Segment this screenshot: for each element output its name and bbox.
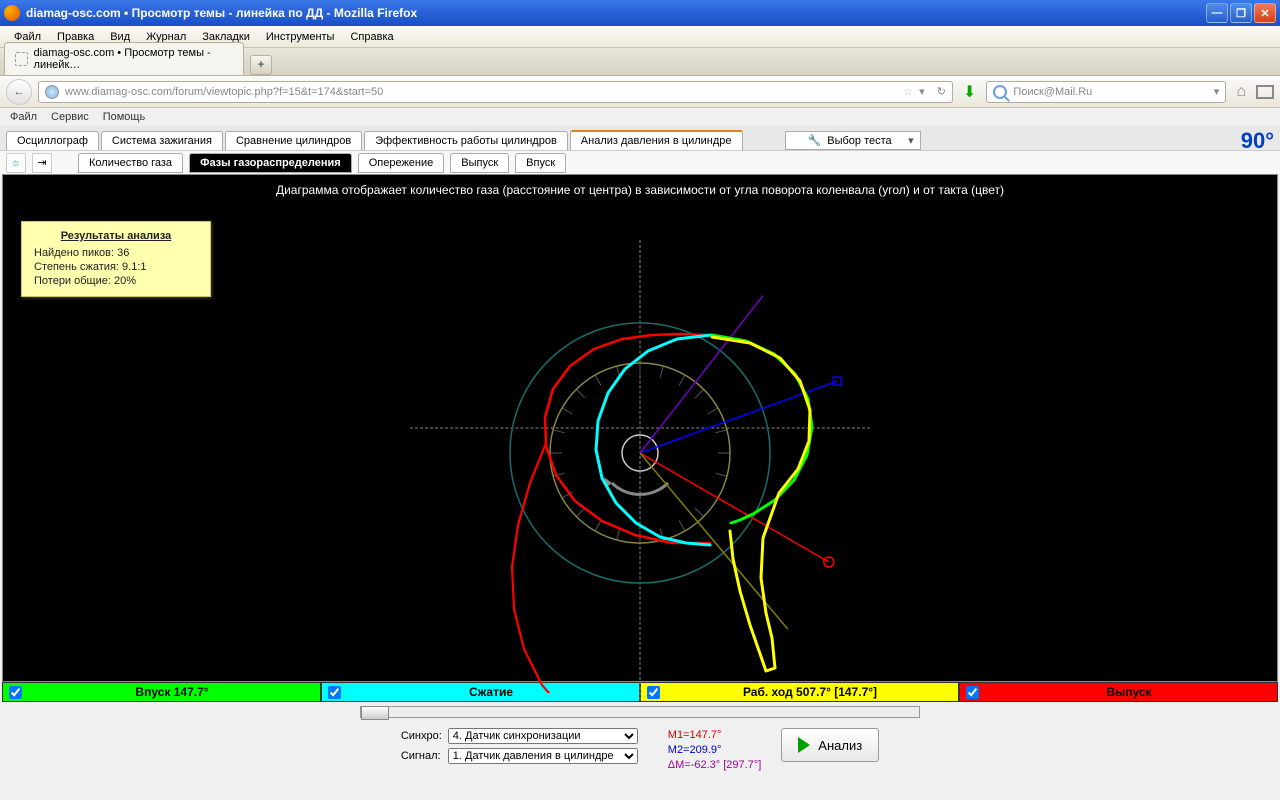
tab-oscilloscope[interactable]: Осциллограф [6, 131, 99, 150]
bookmark-star-icon[interactable]: ☆ [903, 85, 913, 98]
results-panel: Результаты анализа Найдено пиков: 36 Сте… [21, 221, 211, 297]
search-dropdown-icon[interactable]: ▾ [1214, 85, 1220, 98]
app-menu-service[interactable]: Сервис [51, 111, 89, 123]
results-line-peaks: Найдено пиков: 36 [34, 246, 198, 260]
search-icon [993, 85, 1007, 99]
app-menu-help[interactable]: Помощь [103, 111, 146, 123]
new-tab-button[interactable]: + [250, 55, 272, 75]
minimize-button[interactable]: — [1206, 3, 1228, 23]
url-text: www.diamag-osc.com/forum/viewtopic.php?f… [65, 86, 383, 98]
tab-pressure-analysis[interactable]: Анализ давления в цилиндре [570, 130, 743, 150]
browser-navbar: ← www.diamag-osc.com/forum/viewtopic.php… [0, 76, 1280, 108]
polar-canvas: Диаграмма отображает количество газа (ра… [2, 174, 1278, 682]
menu-tools[interactable]: Инструменты [258, 29, 343, 45]
subtab-advance[interactable]: Опережение [358, 153, 445, 173]
subtab-gas-amount[interactable]: Количество газа [78, 153, 183, 173]
close-button[interactable]: ✕ [1254, 3, 1276, 23]
signal-selectors: Синхро: 4. Датчик синхронизации Сигнал: … [401, 728, 648, 764]
stroke-exhaust-label: Выпуск [987, 685, 1271, 699]
signal-label: Сигнал: [401, 750, 442, 762]
window-title: diamag-osc.com • Просмотр темы - линейка… [26, 6, 1206, 20]
url-dropdown-icon[interactable]: ▾ [919, 85, 925, 98]
play-icon [798, 737, 810, 753]
main-tabs: Осциллограф Система зажигания Сравнение … [0, 126, 1280, 150]
tool-icon-2[interactable]: ⇥ [32, 153, 52, 173]
time-slider[interactable] [2, 704, 1278, 720]
stroke-intake[interactable]: Впуск 147.7° [2, 682, 321, 702]
tool-icon-1[interactable]: ☼ [6, 153, 26, 173]
stroke-exhaust-checkbox[interactable] [966, 686, 979, 699]
stroke-compress-checkbox[interactable] [328, 686, 341, 699]
app-content: Файл Сервис Помощь 90° Осциллограф Систе… [0, 108, 1280, 800]
polar-plot [400, 213, 880, 693]
firefox-icon [4, 5, 20, 21]
download-icon[interactable]: ⬇ [959, 82, 980, 102]
tab-cyl-compare[interactable]: Сравнение цилиндров [225, 131, 362, 150]
fullscreen-icon[interactable] [1256, 85, 1274, 99]
analysis-button[interactable]: Анализ [781, 728, 879, 762]
marker-readout: M1=147.7° M2=209.9° ΔM=-62.3° [297.7°] [668, 728, 762, 773]
sync-label: Синхро: [401, 730, 442, 742]
marker-delta: ΔM=-62.3° [297.7°] [668, 758, 762, 773]
test-selector-label: Выбор теста [827, 135, 891, 147]
search-box[interactable]: Поиск@Mail.Ru ▾ [986, 81, 1226, 103]
app-menu: Файл Сервис Помощь [0, 108, 1280, 126]
marker-m2: M2=209.9° [668, 743, 762, 758]
globe-icon [45, 85, 59, 99]
search-placeholder: Поиск@Mail.Ru [1013, 86, 1092, 98]
signal-select[interactable]: 1. Датчик давления в цилиндре [448, 748, 638, 764]
results-line-compression: Степень сжатия: 9.1:1 [34, 260, 198, 274]
back-button[interactable]: ← [6, 79, 32, 105]
menu-help[interactable]: Справка [342, 29, 401, 45]
reload-icon[interactable]: ↻ [937, 85, 946, 98]
results-header: Результаты анализа [34, 230, 198, 242]
url-bar[interactable]: www.diamag-osc.com/forum/viewtopic.php?f… [38, 81, 953, 103]
tab-cyl-efficiency[interactable]: Эффективность работы цилиндров [364, 131, 568, 150]
app-menu-file[interactable]: Файл [10, 111, 37, 123]
subtab-intake[interactable]: Впуск [515, 153, 566, 173]
results-line-losses: Потери общие: 20% [34, 274, 198, 288]
wrench-icon: 🔧 [808, 134, 822, 147]
subtab-exhaust[interactable]: Выпуск [450, 153, 509, 173]
analysis-button-label: Анализ [818, 738, 862, 753]
slider-thumb[interactable] [361, 706, 389, 720]
stroke-intake-label: Впуск 147.7° [30, 685, 314, 699]
stroke-intake-checkbox[interactable] [9, 686, 22, 699]
subtab-gas-phases[interactable]: Фазы газораспределения [189, 153, 352, 173]
bottom-controls: Синхро: 4. Датчик синхронизации Сигнал: … [0, 720, 1280, 773]
polar-svg [400, 213, 880, 693]
test-selector[interactable]: 🔧 Выбор теста [785, 131, 921, 150]
chart-caption: Диаграмма отображает количество газа (ра… [3, 175, 1277, 205]
home-icon[interactable]: ⌂ [1232, 83, 1250, 101]
browser-tab[interactable]: diamag-osc.com • Просмотр темы - линейк… [4, 42, 244, 75]
tab-strip: diamag-osc.com • Просмотр темы - линейк…… [0, 48, 1280, 76]
stroke-exhaust[interactable]: Выпуск [959, 682, 1278, 702]
marker-m1: M1=147.7° [668, 728, 762, 743]
tab-ignition[interactable]: Система зажигания [101, 131, 223, 150]
favicon-icon [15, 52, 28, 66]
maximize-button[interactable]: ❐ [1230, 3, 1252, 23]
sub-tabs: ☼ ⇥ Количество газа Фазы газораспределен… [0, 150, 1280, 174]
window-titlebar: diamag-osc.com • Просмотр темы - линейка… [0, 0, 1280, 26]
sync-select[interactable]: 4. Датчик синхронизации [448, 728, 638, 744]
reading-value: 90° [1241, 128, 1274, 154]
tab-title: diamag-osc.com • Просмотр темы - линейк… [34, 47, 233, 71]
